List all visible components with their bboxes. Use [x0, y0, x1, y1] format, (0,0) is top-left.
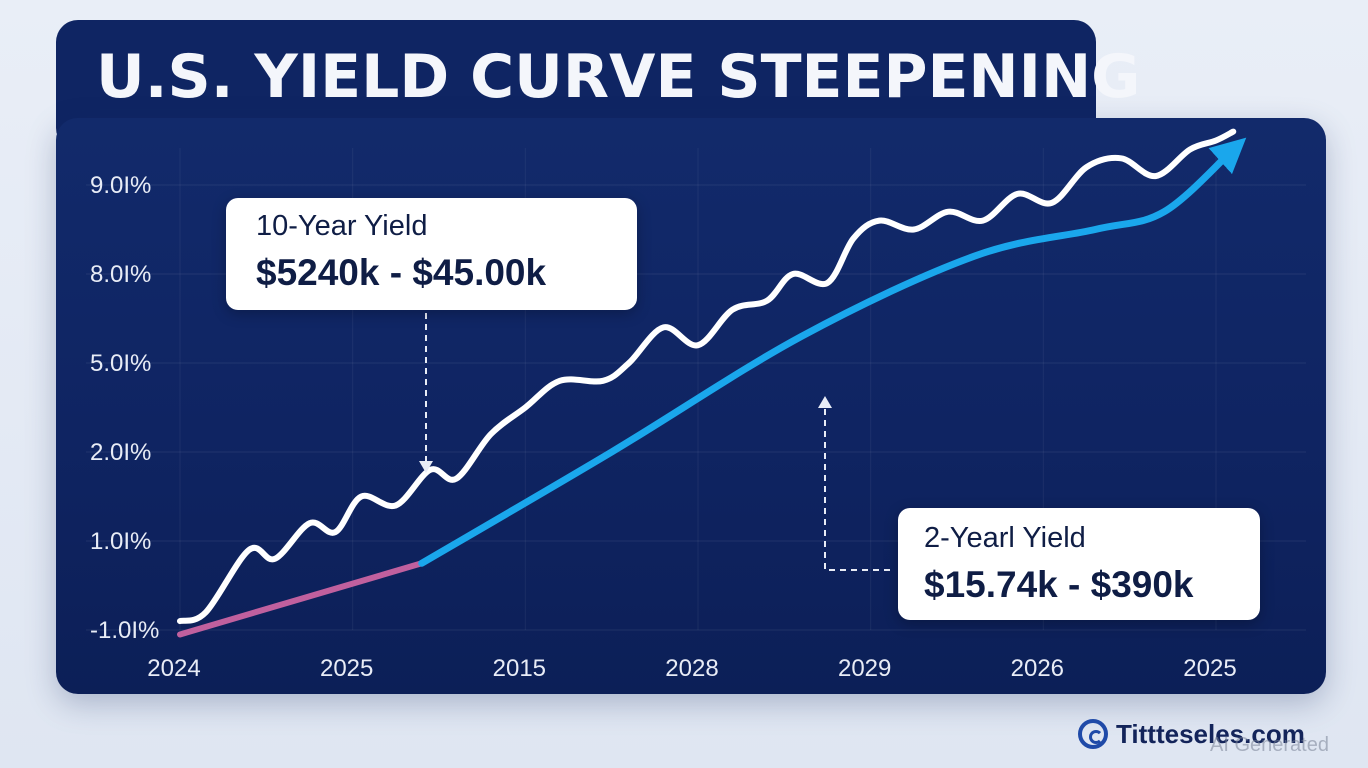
callout-2-year-label: 2-Yearl Yield	[924, 522, 1086, 554]
brand: Tittteseles.com	[1078, 714, 1305, 754]
series-2-year-early-line	[177, 560, 425, 638]
x-tick-label: 2025	[320, 655, 373, 682]
x-tick-label: 2028	[665, 655, 718, 682]
x-tick-label: 2029	[838, 655, 891, 682]
callout-2-year: 2-Yearl Yield $15.74k - $390k	[898, 508, 1260, 620]
brand-name: Tittteseles.com	[1116, 718, 1305, 749]
y-tick-label: 1.0I%	[90, 528, 151, 555]
chart-title: U.S. YIELD CURVE STEEPENING	[96, 42, 1141, 112]
callout-10-year-arrow-icon	[419, 461, 433, 473]
callout-10-year-value: $5240k - $45.00k	[256, 252, 547, 293]
callout-10-year: 10-Year Yield $5240k - $45.00k	[226, 198, 637, 310]
series-2-year-line	[418, 137, 1247, 567]
y-tick-label: 8.0I%	[90, 261, 151, 288]
y-tick-label: -1.0I%	[90, 617, 159, 644]
x-tick-label: 2026	[1011, 655, 1064, 682]
callout-2-year-leader	[824, 403, 890, 571]
watermark: AI Generated	[1210, 734, 1329, 756]
x-tick-label: 2025	[1183, 655, 1236, 682]
y-tick-label: 2.0I%	[90, 439, 151, 466]
x-tick-label: 2024	[147, 655, 200, 682]
y-tick-label: 5.0I%	[90, 350, 151, 377]
callout-2-year-arrow-icon	[818, 396, 832, 408]
series-10-year-line	[177, 128, 1237, 625]
c-logo-icon	[1078, 719, 1108, 749]
callout-2-year-value: $15.74k - $390k	[924, 564, 1194, 605]
y-tick-label: 9.0I%	[90, 172, 151, 199]
callout-10-year-label: 10-Year Yield	[256, 210, 428, 242]
x-tick-label: 2015	[493, 655, 546, 682]
